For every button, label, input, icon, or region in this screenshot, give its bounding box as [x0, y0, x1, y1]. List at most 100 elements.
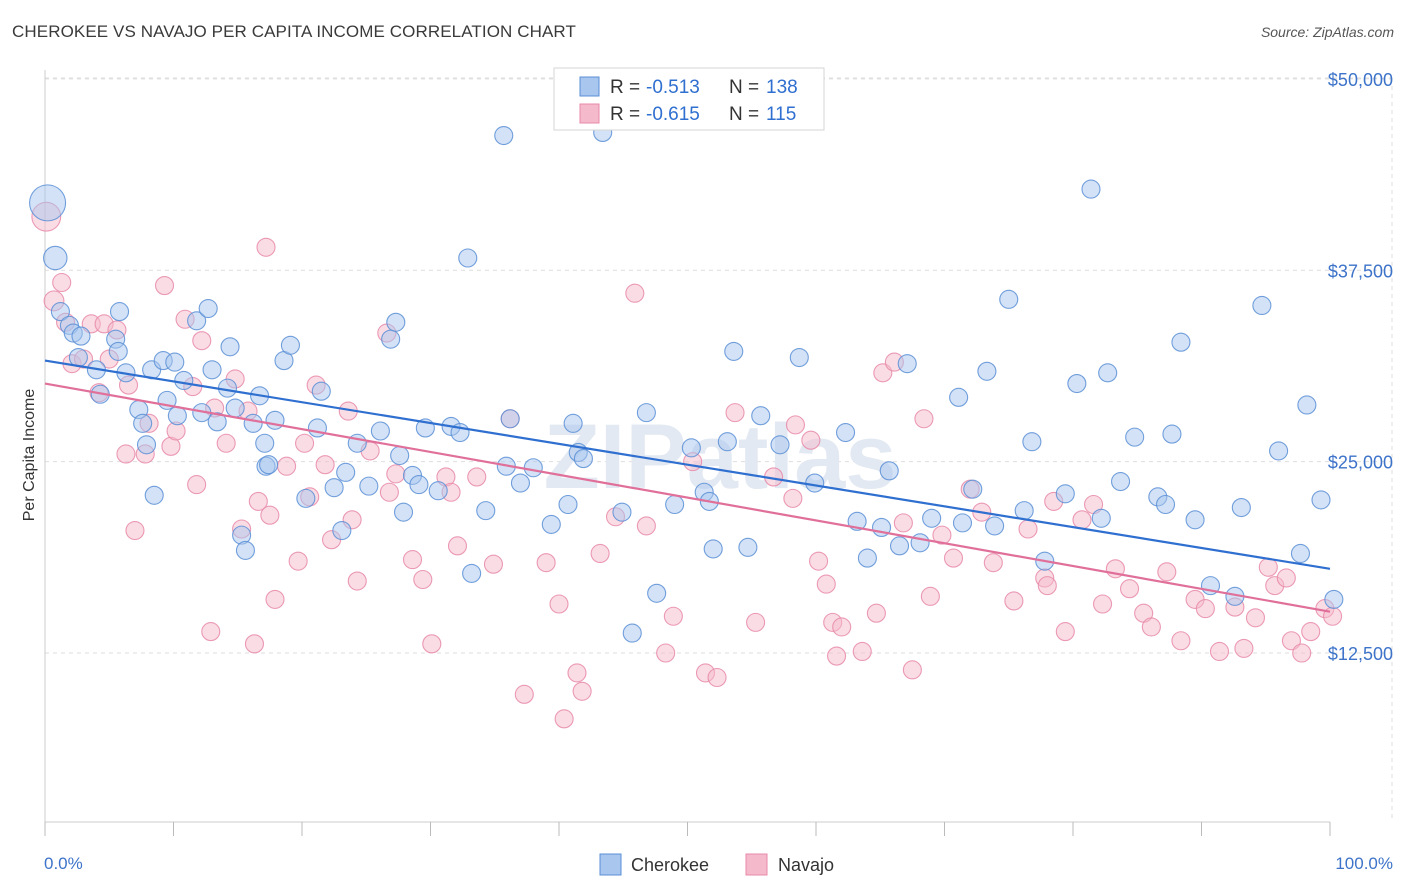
navajo-point — [572, 681, 592, 701]
cherokee-point — [332, 520, 352, 541]
navajo-point — [447, 536, 468, 556]
cherokee-point — [409, 475, 429, 495]
cherokee-point — [523, 458, 543, 478]
y-axis-label: Per Capita Income — [21, 389, 38, 522]
navajo-point — [827, 646, 847, 666]
cherokee-point — [612, 502, 632, 522]
cherokee-point — [647, 583, 667, 603]
navajo-point — [1093, 594, 1113, 614]
cherokee-point — [381, 329, 401, 349]
navajo-point — [943, 548, 964, 568]
cherokee-point — [1297, 395, 1317, 415]
navajo-point — [1072, 510, 1092, 530]
navajo-point — [379, 482, 399, 502]
navajo-point — [866, 603, 886, 623]
navajo-point — [1171, 631, 1191, 651]
navajo-point — [125, 520, 145, 541]
cherokee-point — [510, 473, 531, 493]
navajo-point — [932, 525, 952, 545]
cherokee-point — [963, 479, 983, 499]
cherokee-point — [1091, 508, 1111, 528]
cherokee-point — [390, 445, 410, 466]
cherokee-point — [50, 302, 70, 322]
navajo-point — [315, 455, 335, 475]
cherokee-point — [133, 413, 153, 433]
cherokee-point — [1155, 494, 1176, 515]
cherokee-point — [500, 409, 520, 429]
navajo-point — [636, 516, 656, 536]
navajo-point — [893, 513, 913, 533]
navajo-point — [902, 660, 922, 680]
cherokee-point — [724, 341, 744, 361]
navajo-point — [116, 444, 136, 464]
cherokee-point — [243, 413, 263, 433]
cherokee-point — [977, 361, 997, 381]
navajo-point — [244, 634, 265, 654]
cherokee-point — [386, 312, 406, 332]
navajo-point — [567, 663, 587, 683]
cherokee-point — [1014, 501, 1034, 521]
navajo-point — [402, 550, 423, 570]
cherokee-point — [1055, 484, 1075, 504]
cherokee-point — [738, 537, 758, 557]
cherokee-point — [889, 536, 910, 556]
navajo-point — [783, 488, 803, 508]
cherokee-point — [71, 326, 91, 346]
cherokee-point — [922, 508, 942, 528]
navajo-point — [785, 415, 805, 435]
navajo-point — [656, 643, 676, 663]
navajo-trend-line — [44, 382, 1331, 613]
navajo-point — [1245, 608, 1266, 628]
cherokee-point — [999, 289, 1019, 309]
cherokee-point — [879, 461, 899, 481]
navajo-point — [265, 589, 285, 609]
cherokee-point — [458, 248, 478, 268]
cherokee-point — [494, 125, 514, 146]
navajo-point — [920, 586, 940, 606]
legend-r-label: R = — [610, 104, 640, 125]
navajo-point — [256, 237, 276, 257]
cherokee-point — [622, 623, 642, 643]
legend-n-value-navajo: 115 — [766, 104, 796, 125]
navajo-point — [625, 283, 645, 303]
navajo-point — [386, 464, 406, 484]
navajo-point — [809, 551, 829, 571]
y-tick-label: $50,000 — [1328, 70, 1393, 90]
navajo-point — [347, 571, 367, 591]
cherokee-point — [857, 548, 877, 568]
cherokee-point — [324, 478, 344, 498]
trend-lines — [44, 359, 1331, 613]
x-tick-label: 0.0% — [44, 854, 83, 873]
cherokee-point — [207, 412, 227, 432]
navajo-point — [1004, 591, 1024, 611]
cherokee-point — [108, 341, 128, 361]
cherokee-point — [202, 360, 222, 380]
legend-n-value-cherokee: 138 — [766, 77, 798, 98]
navajo-point — [1209, 641, 1230, 662]
y-tick-label: $25,000 — [1328, 453, 1393, 473]
cherokee-point — [462, 563, 482, 583]
cherokee-point — [336, 462, 356, 482]
cherokee-point — [109, 302, 130, 322]
cherokee-point — [717, 432, 737, 452]
cherokee-point — [476, 501, 496, 521]
cherokee-point — [681, 438, 701, 458]
navajo-point — [277, 456, 297, 476]
cherokee-point — [296, 488, 316, 508]
cherokee-point — [225, 398, 245, 418]
cherokee-point — [1067, 373, 1087, 394]
navajo-point — [663, 606, 683, 626]
cherokee-point — [280, 335, 300, 355]
cherokee-point — [1185, 510, 1205, 530]
cherokee-point — [187, 311, 207, 331]
watermark: ZIPatlas — [544, 406, 897, 508]
navajo-point — [514, 684, 534, 704]
cherokee-point — [1231, 498, 1251, 518]
legend-r-value-navajo: -0.615 — [646, 104, 700, 125]
navajo-point — [549, 594, 569, 614]
cherokee-point — [144, 485, 164, 505]
cherokee-point — [311, 381, 331, 401]
bottom-legend-swatch-navajo — [745, 853, 768, 876]
navajo-point — [216, 433, 236, 453]
